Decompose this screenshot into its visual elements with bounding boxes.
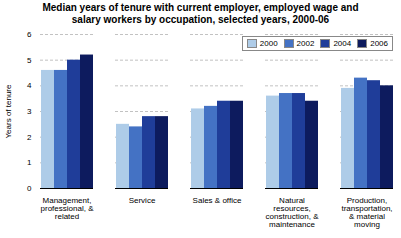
html-text:2000: 2000 bbox=[259, 39, 278, 48]
svg-text:Management,professional, &rela: Management,professional, &related bbox=[41, 196, 95, 221]
html-text:2002: 2002 bbox=[296, 39, 315, 48]
svg-text:Naturalresources,construction,: Naturalresources,construction, &maintena… bbox=[266, 196, 320, 229]
svg-text:Years of tenure: Years of tenure bbox=[4, 84, 13, 139]
svg-text:Sales & office: Sales & office bbox=[193, 196, 242, 205]
svg-text:Service: Service bbox=[129, 196, 156, 205]
svg-text:2: 2 bbox=[27, 133, 32, 142]
svg-text:3: 3 bbox=[27, 107, 32, 116]
svg-text:6: 6 bbox=[27, 30, 32, 39]
html-text:Median years of tenure with cu: Median years of tenure with current empl… bbox=[42, 2, 359, 25]
html-text:2004: 2004 bbox=[333, 39, 352, 48]
html-text:2006: 2006 bbox=[370, 39, 388, 48]
svg-text:Production,transportation,& ma: Production,transportation,& materialmovi… bbox=[341, 196, 392, 229]
svg-text:0: 0 bbox=[27, 184, 32, 193]
svg-text:4: 4 bbox=[27, 81, 32, 90]
svg-text:1: 1 bbox=[27, 158, 32, 167]
svg-text:5: 5 bbox=[27, 56, 32, 65]
